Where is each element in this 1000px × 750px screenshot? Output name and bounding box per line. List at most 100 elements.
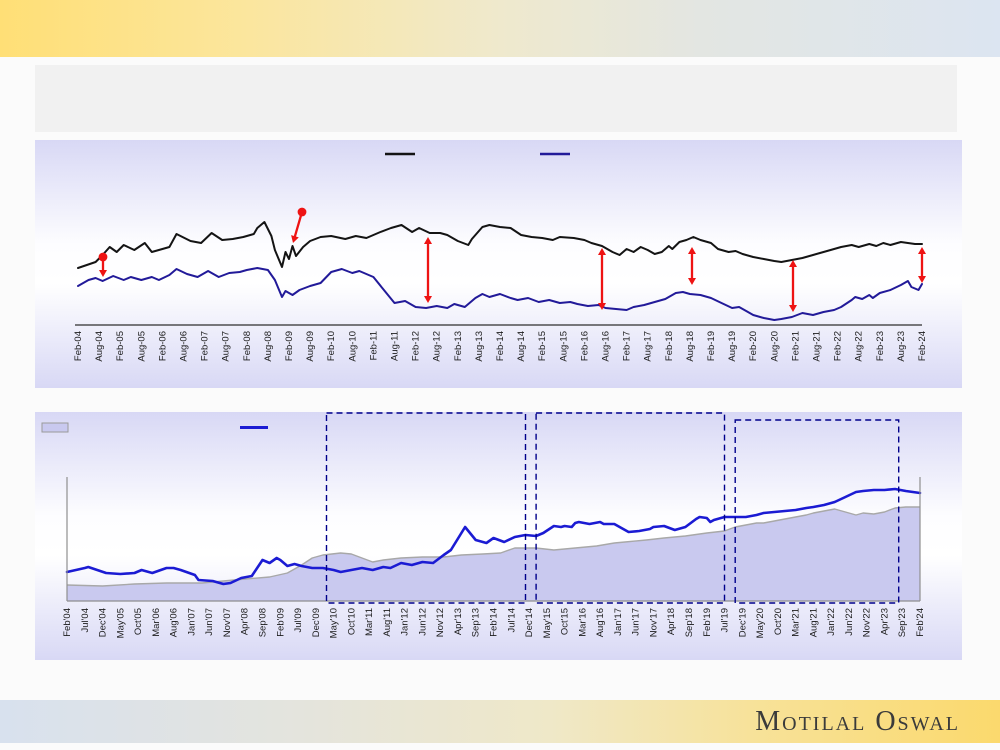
x-axis-tick-label: Apr'23 xyxy=(879,608,890,635)
red-arrowhead xyxy=(424,296,432,303)
red-arrowhead xyxy=(688,247,696,254)
x-axis-tick-label: May'05 xyxy=(115,608,126,638)
x-axis-tick-label: Mar'16 xyxy=(577,608,588,637)
period-highlight-box xyxy=(535,412,726,604)
red-arrowhead xyxy=(789,260,797,267)
x-axis-tick-label: Feb-09 xyxy=(284,331,295,361)
x-axis-tick-label: Mar'11 xyxy=(364,608,375,636)
x-axis-tick-label: May'15 xyxy=(542,608,553,638)
x-axis-tick-label: Aug-08 xyxy=(263,331,274,362)
x-axis-tick-label: Jun'12 xyxy=(417,608,428,636)
red-arrowhead xyxy=(918,276,926,283)
x-axis-tick-label: Aug-20 xyxy=(769,331,780,362)
x-axis-tick-label: Dec'19 xyxy=(737,608,748,637)
x-axis-tick-label: Apr'18 xyxy=(666,608,677,635)
legend-area-swatch xyxy=(41,422,69,433)
x-axis-tick-label: Dec'14 xyxy=(524,608,535,637)
black-line-series xyxy=(77,221,923,269)
x-axis-tick-label: Aug-11 xyxy=(390,331,401,361)
x-axis-tick-label: Feb-22 xyxy=(833,331,844,361)
x-axis-tick-label: Oct'15 xyxy=(560,608,571,635)
x-axis-tick-label: Apr'08 xyxy=(240,608,251,635)
x-axis-tick-label: Feb-17 xyxy=(622,331,633,361)
x-axis-tick-label: Aug-06 xyxy=(179,331,190,362)
x-axis-tick-label: Apr'13 xyxy=(453,608,464,635)
x-axis-tick-label: Nov'07 xyxy=(222,608,233,637)
x-axis-tick-label: Feb'19 xyxy=(702,608,713,637)
top-line-chart: Feb-04 Aug-04 Feb-05 Aug-05 Feb-06 Aug-06 Feb-… xyxy=(73,152,928,362)
x-axis-tick-label: Sep'23 xyxy=(897,608,908,637)
x-axis-tick-label: Feb'04 xyxy=(62,608,73,637)
x-axis-tick-label: Feb-19 xyxy=(706,331,717,361)
x-axis-tick-label: Feb-04 xyxy=(73,331,84,361)
x-axis-tick-label: Dec'09 xyxy=(311,608,322,637)
x-axis-tick-label: Jul'04 xyxy=(80,608,91,633)
x-axis-tick-label: Aug-14 xyxy=(516,331,527,362)
x-axis-tick-label: Nov'12 xyxy=(435,608,446,637)
x-axis-tick-label: Feb-13 xyxy=(453,331,464,361)
red-arrowhead xyxy=(598,248,606,255)
x-axis-tick-label: Feb-21 xyxy=(790,331,801,361)
x-axis-tick-label: May'20 xyxy=(755,608,766,638)
footer-bar: Motilal Oswal xyxy=(0,700,1000,743)
x-axis-tick-label: Sep'18 xyxy=(684,608,695,637)
x-axis-tick-label: Feb-15 xyxy=(537,331,548,361)
x-axis-tick-label: Aug-09 xyxy=(305,331,316,362)
x-axis-tick-label: Jul'19 xyxy=(720,608,731,633)
x-axis-tick-label: Dec'04 xyxy=(98,608,109,637)
x-axis-tick-label: Jul'14 xyxy=(506,608,517,633)
x-axis-tick-label: Aug'16 xyxy=(595,608,606,637)
x-axis-tick-label: Aug-15 xyxy=(558,331,569,362)
navy-line-series xyxy=(77,267,923,321)
x-axis-tick-label: Mar'06 xyxy=(151,608,162,637)
x-axis-tick-label: Jan'07 xyxy=(186,608,197,636)
x-axis-tick-label: Feb'14 xyxy=(489,608,500,637)
x-axis-tick-label: Aug-17 xyxy=(643,331,654,362)
x-axis-tick-label: Feb-23 xyxy=(875,331,886,361)
x-axis-tick-label: Feb-16 xyxy=(579,331,590,361)
dot-arrow-shaft xyxy=(293,215,302,238)
x-axis-tick-label: Aug-05 xyxy=(136,331,147,362)
x-axis-tick-label: Aug-19 xyxy=(727,331,738,362)
red-arrowhead xyxy=(291,235,299,243)
red-dot xyxy=(297,207,307,217)
x-axis-tick-label: Sep'08 xyxy=(257,608,268,637)
x-axis-tick-label: Feb-06 xyxy=(157,331,168,361)
x-axis-tick-label: Feb'24 xyxy=(915,608,926,637)
chart-panel-bottom: Feb'04 Jul'04 Dec'04 May'05 Oct'05 Mar'06 Aug'… xyxy=(35,412,962,660)
x-axis-tick-label: Feb-20 xyxy=(748,331,759,361)
red-arrowhead xyxy=(424,237,432,244)
x-axis-tick-label: Feb-05 xyxy=(115,331,126,361)
red-arrowhead xyxy=(918,247,926,254)
x-axis-tick-label: Jun'07 xyxy=(204,608,215,636)
x-axis-tick-label: Feb-08 xyxy=(242,331,253,361)
x-axis-tick-label: Aug-23 xyxy=(896,331,907,362)
x-axis-tick-label: Jan'22 xyxy=(826,608,837,636)
chart-panel-top: Feb-04 Aug-04 Feb-05 Aug-05 Feb-06 Aug-06 Feb-… xyxy=(35,140,962,388)
x-axis-tick-label: Oct'20 xyxy=(773,608,784,635)
x-axis-tick-label: Feb-12 xyxy=(411,331,422,361)
x-axis-tick-label: Feb-10 xyxy=(326,331,337,361)
x-axis-tick-label: Jun'17 xyxy=(631,608,642,636)
x-axis-tick-label: Jan'17 xyxy=(613,608,624,636)
x-axis-tick-label: Aug'11 xyxy=(382,608,393,637)
x-axis-tick-label: Aug-21 xyxy=(812,331,823,362)
red-arrowhead xyxy=(99,270,107,277)
x-axis-tick-label: Aug-07 xyxy=(221,331,232,362)
x-axis-tick-label: Aug-16 xyxy=(601,331,612,362)
x-axis-tick-label: Feb-18 xyxy=(664,331,675,361)
x-axis-tick-label: Jul'09 xyxy=(293,608,304,633)
red-dot xyxy=(98,252,108,262)
x-axis-tick-label: Sep'13 xyxy=(471,608,482,637)
x-axis-tick-label: Nov'22 xyxy=(862,608,873,637)
x-axis-tick-label: Jan'12 xyxy=(400,608,411,636)
x-axis-tick-label: Aug'06 xyxy=(169,608,180,637)
x-axis-tick-label: Nov'17 xyxy=(648,608,659,637)
top-accent-bar xyxy=(0,0,1000,57)
red-arrowhead xyxy=(789,305,797,312)
x-axis-tick-label: Oct'05 xyxy=(133,608,144,635)
period-highlight-box xyxy=(325,412,527,604)
x-axis-tick-label: Feb-07 xyxy=(200,331,211,361)
x-axis-tick-label: Mar'21 xyxy=(791,608,802,637)
